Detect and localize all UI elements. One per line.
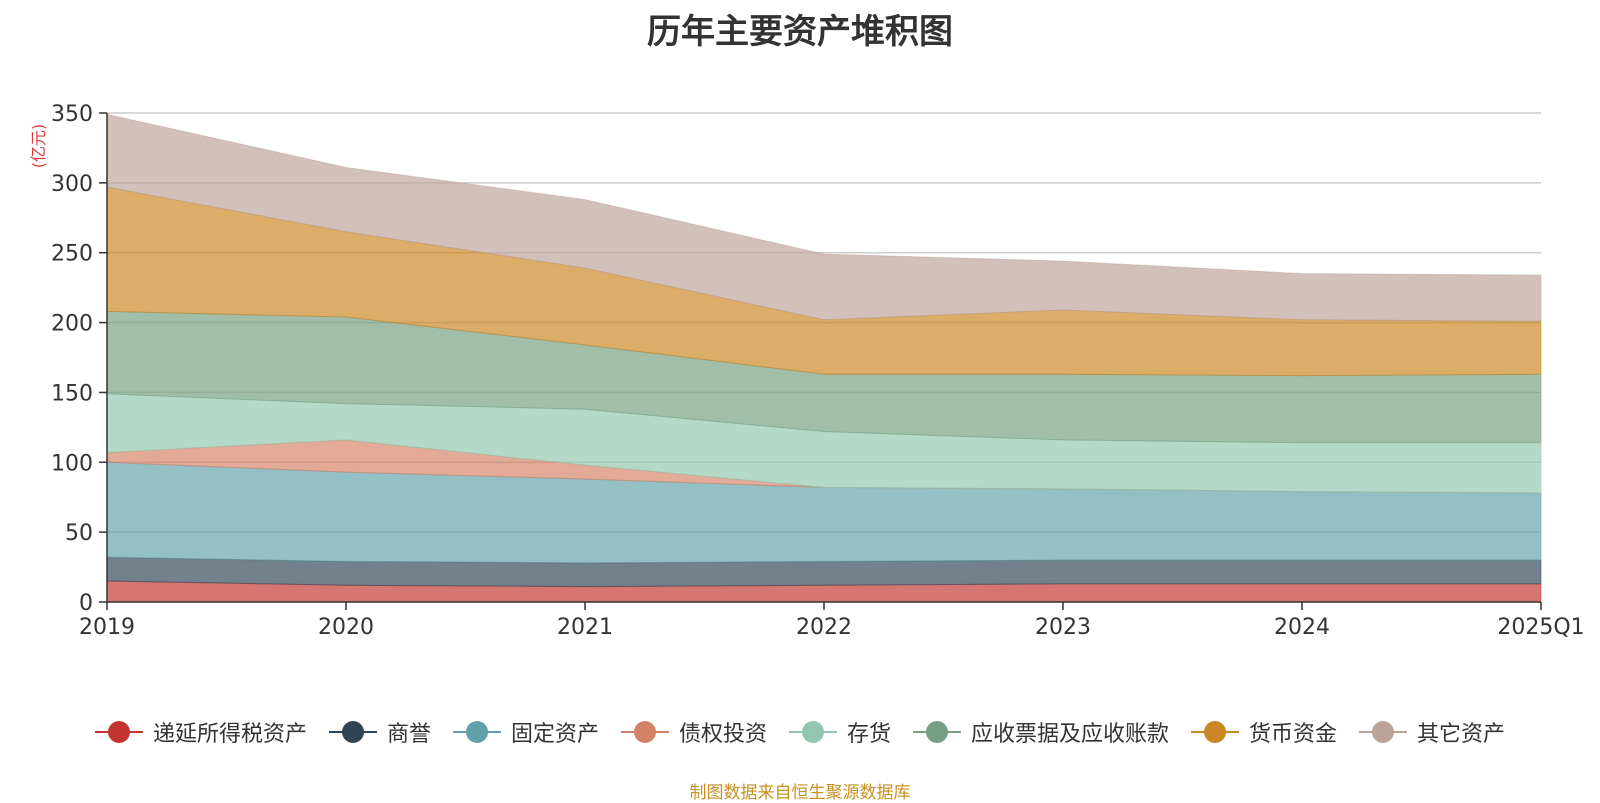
legend-label: 其它资产 bbox=[1417, 716, 1505, 748]
legend-label: 货币资金 bbox=[1249, 716, 1337, 748]
legend-marker-icon bbox=[1191, 719, 1239, 745]
legend-marker-icon bbox=[1359, 719, 1407, 745]
x-tick-label: 2021 bbox=[557, 615, 613, 640]
legend-marker-icon bbox=[95, 719, 143, 745]
x-tick-label: 2025Q1 bbox=[1497, 615, 1584, 640]
legend-marker-icon bbox=[789, 719, 837, 745]
y-tick-label: 50 bbox=[65, 521, 93, 546]
legend-label: 存货 bbox=[847, 716, 891, 748]
legend-label: 固定资产 bbox=[511, 716, 599, 748]
legend-marker-icon bbox=[913, 719, 961, 745]
y-tick-label: 350 bbox=[51, 102, 93, 127]
y-tick-label: 300 bbox=[51, 172, 93, 197]
legend-label: 递延所得税资产 bbox=[153, 716, 307, 748]
legend-marker-icon bbox=[453, 719, 501, 745]
legend-item-6[interactable]: 货币资金 bbox=[1191, 716, 1337, 748]
legend-item-2[interactable]: 固定资产 bbox=[453, 716, 599, 748]
x-tick-label: 2020 bbox=[318, 615, 374, 640]
legend-item-0[interactable]: 递延所得税资产 bbox=[95, 716, 307, 748]
legend-label: 商誉 bbox=[387, 716, 431, 748]
legend-item-5[interactable]: 应收票据及应收账款 bbox=[913, 716, 1169, 748]
legend-label: 应收票据及应收账款 bbox=[971, 716, 1169, 748]
x-tick-label: 2023 bbox=[1035, 615, 1091, 640]
legend-item-4[interactable]: 存货 bbox=[789, 716, 891, 748]
legend-label: 债权投资 bbox=[679, 716, 767, 748]
y-tick-label: 200 bbox=[51, 312, 93, 337]
legend: 递延所得税资产 商誉 固定资产 债权投资 存货 应收票据及应收账款 货币资金 其它资产 bbox=[0, 716, 1600, 748]
y-tick-label: 150 bbox=[51, 381, 93, 406]
y-tick-label: 100 bbox=[51, 451, 93, 476]
legend-marker-icon bbox=[621, 719, 669, 745]
legend-item-3[interactable]: 债权投资 bbox=[621, 716, 767, 748]
legend-item-7[interactable]: 其它资产 bbox=[1359, 716, 1505, 748]
x-tick-label: 2019 bbox=[79, 615, 135, 640]
x-tick-label: 2022 bbox=[796, 615, 852, 640]
x-tick-label: 2024 bbox=[1274, 615, 1330, 640]
y-tick-label: 250 bbox=[51, 242, 93, 267]
y-axis-unit-label: (亿元) bbox=[29, 124, 48, 169]
legend-marker-icon bbox=[329, 719, 377, 745]
source-note: 制图数据来自恒生聚源数据库 bbox=[0, 778, 1600, 803]
y-tick-label: 0 bbox=[79, 591, 93, 616]
legend-item-1[interactable]: 商誉 bbox=[329, 716, 431, 748]
